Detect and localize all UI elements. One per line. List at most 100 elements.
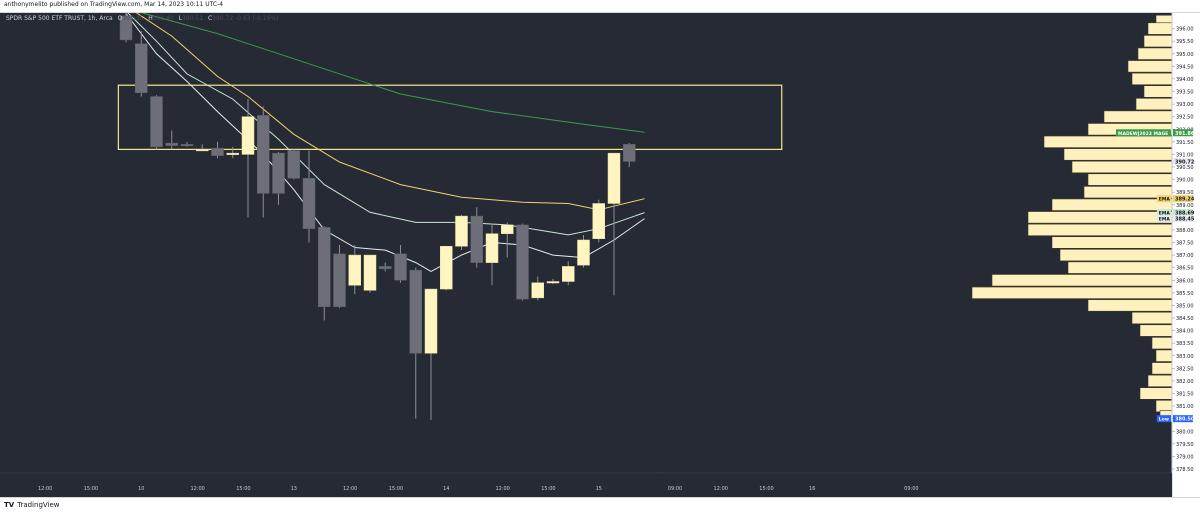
price-tick-label: 381.50 — [1176, 392, 1194, 398]
price-tag-text: 389.24 — [1175, 197, 1195, 203]
volume-profile-bar — [1087, 299, 1173, 312]
price-tag-label: EMA — [1159, 217, 1171, 223]
price-tick-label: 394.00 — [1176, 77, 1194, 83]
time-tick-label: 15:00 — [84, 486, 98, 492]
volume-profile-bar — [1155, 349, 1173, 362]
price-tick-label: 382.50 — [1176, 366, 1194, 372]
price-tag-bg — [1173, 129, 1193, 137]
price-tag-bg — [1173, 195, 1193, 203]
price-tag-text: 388.45 — [1175, 217, 1195, 223]
time-tick-label: 16 — [809, 486, 815, 492]
candle-bull — [196, 149, 209, 152]
brand-text: TradingView — [17, 501, 60, 509]
candles — [119, 13, 636, 420]
volume-profile-bar — [1131, 311, 1173, 325]
price-tick-label: 389.00 — [1176, 203, 1194, 209]
candle-bear — [180, 144, 194, 147]
price-tick-label: 387.50 — [1176, 241, 1194, 247]
price-tick-label: 388.00 — [1176, 228, 1194, 234]
volume-profile-bar — [1027, 223, 1173, 237]
tradingview-logo[interactable]: TV TradingView — [4, 501, 60, 509]
candle-bear — [516, 224, 529, 300]
time-tick-label: 15 — [596, 486, 602, 492]
chart-canvas[interactable]: 396.00 395.50 395.00 394.50 394.00 393.50 393.… — [0, 13, 1200, 497]
candle-bear — [272, 152, 285, 194]
time-tick-label: 12:00 — [343, 486, 357, 492]
publisher-text: anthonymelito published on TradingView.c… — [4, 1, 224, 8]
candle-bear — [119, 15, 133, 41]
time-tick-label: 13 — [291, 486, 297, 492]
price-tick-label: 387.00 — [1176, 253, 1194, 259]
volume-profile — [971, 14, 1173, 423]
price-tick-label: 384.00 — [1176, 329, 1194, 335]
candle-bear — [318, 227, 331, 307]
time-tick-label: 12:00 — [495, 486, 509, 492]
volume-profile-bar — [1147, 22, 1173, 35]
candle-bear — [379, 266, 392, 270]
volume-profile-bar — [1139, 324, 1173, 337]
time-tick-label: 15:00 — [389, 486, 403, 492]
chart-area[interactable]: 396.00 395.50 395.00 394.50 394.00 393.50 393.… — [0, 13, 1200, 497]
price-tick-label: 380.00 — [1176, 429, 1194, 435]
ema-line-ema-mint — [127, 13, 645, 236]
ema-line-ema-yellow — [135, 13, 645, 211]
candle-bear — [394, 253, 407, 281]
time-tick-label: 09:00 — [668, 486, 682, 492]
candle-bear — [257, 115, 270, 194]
price-tick-label: 393.00 — [1176, 102, 1194, 108]
price-tag-label-bg — [1116, 129, 1171, 137]
candle-bull — [226, 152, 239, 155]
volume-profile-bar — [1137, 47, 1173, 60]
candle-bear — [165, 142, 178, 146]
time-tick-label: 10 — [138, 486, 144, 492]
volume-profile-bar — [1151, 337, 1173, 350]
price-tag-text: 388.69 — [1175, 211, 1195, 217]
candle-bull — [546, 281, 560, 284]
candle-bull — [485, 233, 499, 263]
time-tick-label: 15:00 — [541, 486, 555, 492]
price-tick-label: 384.50 — [1176, 316, 1194, 322]
price-tag-label: EMA — [1159, 197, 1171, 203]
volume-profile-bar — [971, 286, 1173, 299]
volume-profile-bar — [1059, 248, 1173, 262]
time-tick-label: 15:00 — [759, 486, 773, 492]
candle-bear — [211, 147, 224, 156]
price-tag-label-bg — [1156, 415, 1171, 423]
candle-bear — [302, 178, 316, 229]
price-tick-label: 391.50 — [1176, 140, 1194, 146]
volume-profile-bar — [1067, 261, 1173, 274]
high-label: H — [148, 15, 153, 22]
volume-profile-bar — [1051, 236, 1173, 249]
price-tag-label: Low — [1159, 417, 1169, 423]
price-tick-label: 392.50 — [1176, 115, 1194, 121]
volume-profile-bar — [1087, 173, 1173, 186]
price-tick-label: 395.00 — [1176, 52, 1194, 58]
volume-profile-bar — [1131, 72, 1173, 86]
time-axis-band — [0, 473, 1172, 497]
candle-bull — [241, 116, 255, 155]
price-tag-text: 390.72 — [1175, 159, 1195, 165]
price-axis-tags: 391.86 MADEWJ2023 MAGE 390.72 389.24 EMA 388.… — [1116, 129, 1195, 423]
price-tick-label: 390.00 — [1176, 178, 1194, 184]
candle-bull — [592, 203, 605, 239]
price-tag-text: 391.86 — [1175, 131, 1195, 137]
price-axis: 396.00 395.50 395.00 394.50 394.00 393.50 393.… — [1171, 13, 1200, 497]
price-tag-label-bg — [1156, 195, 1171, 203]
chart-legend: SPDR S&P 500 ETF TRUST, 1h, Arca O391.35… — [6, 15, 278, 22]
volume-profile-bar — [1143, 85, 1173, 98]
ema-line-ema-green-long — [140, 13, 645, 133]
candle-bull — [363, 254, 377, 291]
resistance-zone — [117, 84, 783, 150]
price-tick-label: 389.50 — [1176, 190, 1194, 196]
time-tick-label: 12:00 — [38, 486, 52, 492]
candle-bear — [287, 150, 300, 179]
close-value: 390.72 — [212, 15, 234, 22]
volume-profile-bar — [1043, 135, 1173, 148]
high-value: 391.40 — [152, 15, 174, 22]
price-tick-label: 385.00 — [1176, 303, 1194, 309]
time-tick-label: 15:00 — [236, 486, 250, 492]
close-label: C — [207, 15, 213, 22]
price-tag-label-bg — [1156, 215, 1171, 223]
price-tick-label: 394.50 — [1176, 64, 1194, 70]
volume-profile-bar — [1135, 97, 1173, 111]
